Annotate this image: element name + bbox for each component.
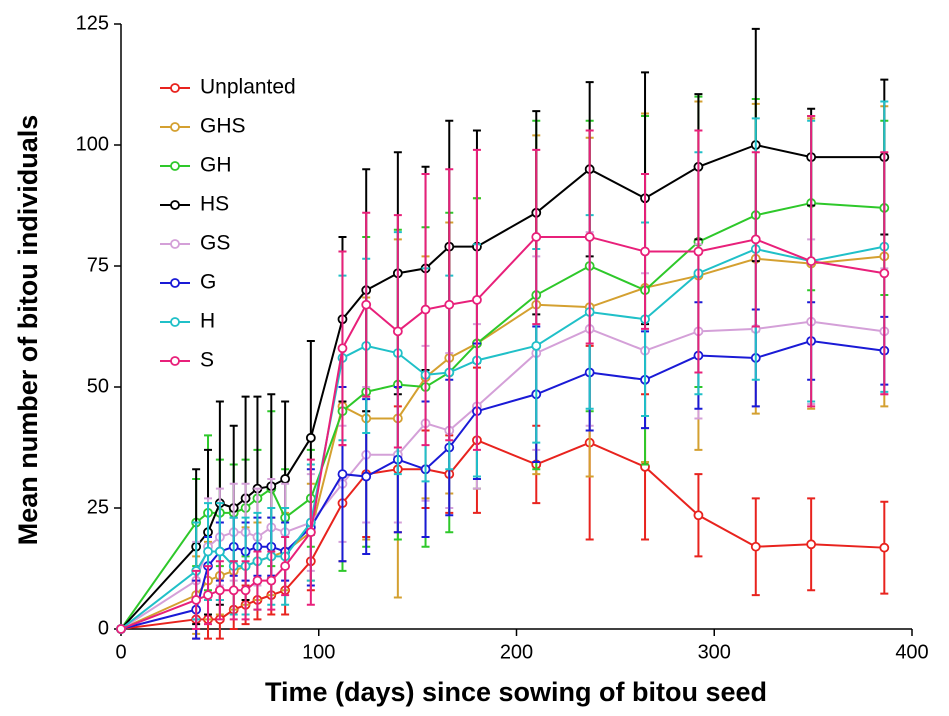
point [750,234,761,245]
point [392,326,403,337]
point [584,232,595,242]
point [305,432,316,443]
legend-label: GH [200,154,232,177]
point [444,299,455,310]
y-tick-label: 100 [76,133,109,155]
legend-marker [170,161,180,171]
point [252,575,263,586]
legend-marker [170,278,180,288]
y-tick-label: 125 [76,12,109,34]
point [806,539,817,550]
point [361,299,372,310]
point [240,585,251,596]
point [472,294,482,305]
point [337,343,348,354]
point [116,624,126,634]
y-tick-label: 75 [87,254,109,276]
y-axis-label: Mean number of bitou individuals [13,115,43,546]
x-axis-label: Time (days) since sowing of bitou seed [265,677,767,707]
point [640,246,650,257]
x-tick-label: 100 [302,641,335,663]
legend-marker [170,239,180,249]
point [420,304,431,315]
legend-label: Unplanted [200,76,296,99]
point [531,340,542,351]
x-tick-label: 200 [500,641,533,663]
x-tick-label: 0 [115,641,126,663]
x-tick-label: 400 [895,641,928,663]
series-line [120,320,885,630]
legend-marker [170,200,180,210]
series-line [120,143,885,630]
point [750,541,761,552]
point [693,246,704,257]
legend-label: GHS [200,115,246,138]
x-tick-label: 300 [698,641,731,663]
point [266,575,277,586]
y-tick-label: 50 [87,375,109,397]
point [879,542,890,553]
legend-marker [170,122,180,132]
legend-marker [170,317,180,327]
point [203,546,213,557]
point [214,546,225,557]
point [361,471,372,482]
point [879,268,890,279]
legend-marker [170,356,180,366]
y-tick-label: 0 [98,617,109,639]
point [214,585,225,596]
legend-label: S [200,349,214,372]
point [280,474,291,484]
legend-marker [170,83,180,93]
y-tick-label: 25 [87,496,109,518]
point [693,510,704,521]
point [280,561,291,571]
point [531,232,542,242]
legend-label: GS [200,232,230,255]
point [337,469,348,480]
legend-label: G [200,271,216,294]
point [203,590,213,601]
legend-label: HS [200,193,229,216]
point [305,527,316,538]
point [191,595,202,605]
point [806,256,817,267]
legend-label: H [200,310,215,333]
point [228,585,239,596]
